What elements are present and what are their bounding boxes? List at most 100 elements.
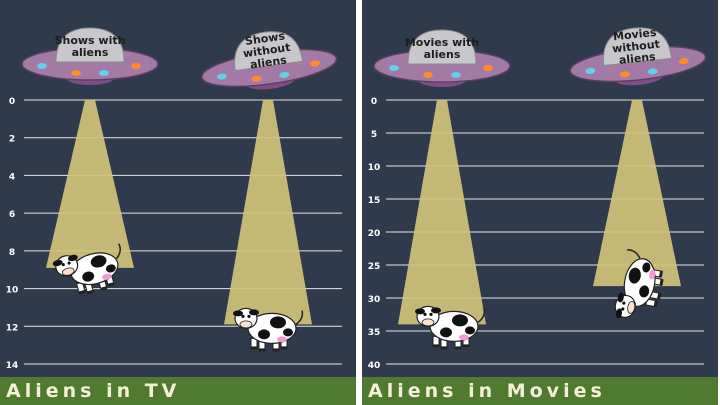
ufo-light-icon <box>37 63 47 69</box>
ufo-light-icon <box>647 68 658 75</box>
cow-spot <box>628 267 641 284</box>
cow-eye <box>241 314 245 318</box>
category-label: Shows <box>244 29 286 48</box>
cow-ear <box>52 259 63 267</box>
cow-ear <box>615 308 623 319</box>
y-tick-label: 40 <box>368 361 381 371</box>
cow-icon <box>415 305 486 350</box>
ufo-dome <box>407 29 477 65</box>
y-tick-label: 6 <box>9 210 15 220</box>
cow-spot <box>283 328 293 337</box>
chart-title-movies: Aliens in Movies <box>368 380 606 402</box>
cow-hoof <box>657 292 662 300</box>
cow-hoof <box>463 344 469 348</box>
cow-tail <box>627 249 641 259</box>
cow-udder <box>101 273 112 280</box>
y-tick-label: 10 <box>6 286 19 296</box>
y-tick-label: 30 <box>368 295 381 305</box>
cow-eye <box>247 314 251 318</box>
category-label: Movies <box>612 26 657 44</box>
cow-tail <box>477 308 486 323</box>
category-label: aliens <box>72 46 109 59</box>
cow-icon <box>233 307 304 352</box>
cow-ear <box>249 309 259 316</box>
category-label: aliens <box>249 53 288 71</box>
ufo-light-icon <box>678 58 689 65</box>
bar-beam <box>224 100 312 325</box>
category-label: aliens <box>618 50 656 67</box>
cow-eye <box>423 312 427 316</box>
ufo-light-icon <box>279 71 290 78</box>
cow-spot <box>452 314 468 327</box>
cow-hoof <box>441 346 447 350</box>
cow-hoof <box>653 300 658 307</box>
cow-tail <box>295 310 304 325</box>
ufo-light-icon <box>99 70 109 76</box>
cow-ear <box>617 292 624 303</box>
category-label: Shows with <box>55 34 126 47</box>
cow-udder <box>277 336 287 343</box>
cow-snout <box>61 267 75 276</box>
cow-hoof <box>659 279 664 286</box>
category-label: aliens <box>424 48 461 61</box>
y-tick-label: 14 <box>6 361 19 371</box>
y-tick-label: 2 <box>9 135 15 145</box>
cow-spot <box>258 329 270 340</box>
ufo-dome <box>234 31 304 72</box>
cow-eye <box>622 301 626 305</box>
cow-ear <box>415 308 425 315</box>
y-tick-label: 25 <box>368 262 381 272</box>
bar-beam <box>593 100 681 287</box>
cow-spot <box>465 326 475 335</box>
cow-eye <box>67 261 71 265</box>
cow-icon <box>614 249 664 319</box>
ufo-light-icon <box>131 63 141 69</box>
cow-eye <box>429 312 433 316</box>
y-tick-label: 0 <box>9 97 15 107</box>
ufo-light-icon <box>389 65 399 71</box>
chart-title-tv: Aliens in TV <box>6 380 181 402</box>
cow-hoof <box>433 344 439 348</box>
cow-udder <box>649 269 656 280</box>
ufo-light-icon <box>451 72 461 78</box>
cow-spot <box>642 262 651 273</box>
category-label: Movies with <box>405 36 479 49</box>
panel-movies: 0 5 10 15 20 25 30 35 40 Movies with aliens Movies w… <box>362 0 720 405</box>
ground-strip <box>0 377 356 405</box>
ufo-light-icon <box>619 71 630 78</box>
cow-eye <box>61 263 65 267</box>
cow-snout <box>627 301 636 314</box>
cow-hoof <box>273 348 279 352</box>
ufo-light-icon <box>483 65 493 71</box>
cow-hoof <box>281 346 287 350</box>
ufo-light-icon <box>251 75 262 82</box>
ground-strip <box>362 377 718 405</box>
y-tick-label: 8 <box>9 248 15 258</box>
cow-hoof <box>259 348 265 352</box>
cow-spot <box>440 327 452 338</box>
cow-snout <box>421 318 435 327</box>
category-label: without <box>612 38 661 56</box>
cow-icon <box>52 243 122 295</box>
bar-beam <box>398 100 486 325</box>
cow-ear <box>233 310 243 317</box>
cow-spot <box>82 271 95 282</box>
cow-tail <box>115 243 122 260</box>
ufo-light-icon <box>71 70 81 76</box>
cow-spot <box>270 316 286 329</box>
y-tick-label: 12 <box>6 323 19 333</box>
cow-snout <box>239 320 253 329</box>
cow-spot <box>639 285 650 298</box>
cow-spot <box>105 264 116 273</box>
bar-beam <box>46 100 134 268</box>
ufo-light-icon <box>309 60 320 67</box>
ufo-light-icon <box>216 73 227 80</box>
cow-hoof <box>658 270 663 278</box>
cow-eye <box>621 307 625 311</box>
cow-ear <box>431 307 441 314</box>
